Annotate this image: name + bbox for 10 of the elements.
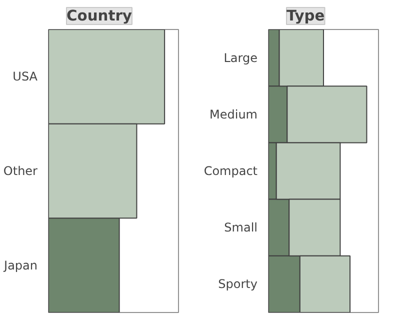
chart-title: Type [286, 8, 325, 24]
y-tick-label: Large [224, 50, 258, 65]
y-tick-label: Compact [204, 164, 258, 178]
y-tick-label: Medium [210, 107, 258, 122]
y-tick-label: Japan [3, 258, 38, 272]
y-tick-label: Other [3, 164, 38, 178]
y-tick-label: USA [12, 70, 38, 84]
y-tick-label: Small [224, 220, 258, 235]
y-tick-label: Sporty [218, 277, 258, 292]
chart-title: Country [66, 8, 132, 24]
